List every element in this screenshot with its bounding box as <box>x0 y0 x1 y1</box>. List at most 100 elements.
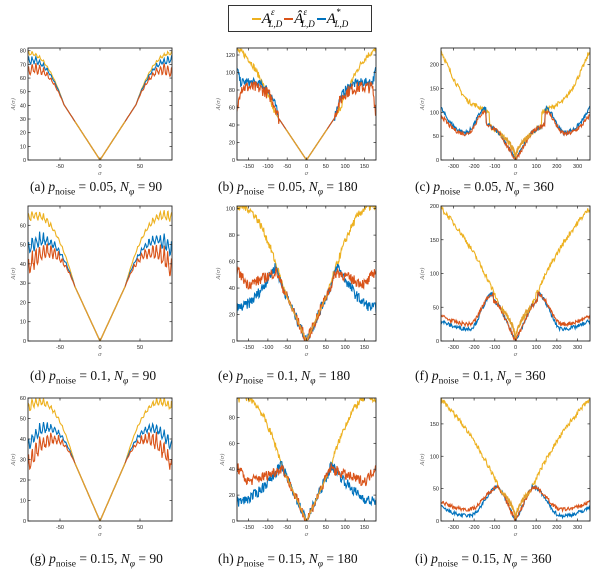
caption-prefix: (g) <box>30 551 50 566</box>
y-tick-label: 50 <box>433 305 439 311</box>
series-line-hat <box>28 243 172 341</box>
x-tick-label: 200 <box>552 345 561 351</box>
y-tick-label: 150 <box>430 87 439 93</box>
legend-entry-eps: AεL,D <box>251 7 283 29</box>
subplot-g: -50 0 50 0 10 20 30 40 50 60 σ A(σ) <box>10 396 173 538</box>
y-tick-label: 0 <box>436 158 439 164</box>
caption-c: (c) pnoise = 0.05, Nφ = 360 <box>415 179 554 198</box>
series-line-star <box>441 483 590 521</box>
series-line-vertex <box>74 120 126 160</box>
x-tick-label: 50 <box>137 525 143 531</box>
y-tick-label: 40 <box>229 123 235 129</box>
y-tick-label: 10 <box>20 144 26 150</box>
x-tick-label: 150 <box>360 525 369 531</box>
series-line-star <box>441 291 590 341</box>
legend: AεL,D ÂεL,D A*L,D <box>228 5 372 32</box>
caption-prefix: (f) <box>415 368 432 383</box>
legend-swatch-hat <box>284 17 294 20</box>
x-axis-label: σ <box>98 171 102 177</box>
caption-d: (d) pnoise = 0.1, Nφ = 90 <box>30 368 157 387</box>
x-tick-label: 300 <box>573 164 582 170</box>
y-tick-label: 40 <box>229 286 235 292</box>
x-tick-label: 0 <box>305 525 308 531</box>
x-tick-label: 300 <box>573 525 582 531</box>
x-tick-label: -200 <box>469 345 480 351</box>
caption-p-value: 0.15 <box>90 551 114 566</box>
y-tick-label: 10 <box>20 499 26 505</box>
x-tick-label: -50 <box>56 525 64 531</box>
x-tick-label: -300 <box>448 345 459 351</box>
series-line-eps <box>441 206 590 341</box>
x-tick-label: 50 <box>137 345 143 351</box>
x-tick-label: 0 <box>514 525 517 531</box>
y-tick-label: 80 <box>20 49 26 55</box>
caption-p-subscript: noise <box>55 187 76 198</box>
caption-n-symbol: N <box>308 179 318 194</box>
x-tick-label: -300 <box>448 164 459 170</box>
caption-a: (a) pnoise = 0.05, Nφ = 90 <box>30 179 163 198</box>
caption-p-symbol: p <box>431 368 439 383</box>
x-tick-label: 50 <box>323 164 329 170</box>
x-tick-label: -100 <box>262 164 273 170</box>
y-tick-label: 150 <box>430 238 439 244</box>
y-axis-label: A(σ) <box>419 98 426 111</box>
caption-p-symbol: p <box>433 179 441 194</box>
caption-p-subscript: noise <box>438 376 459 387</box>
series-line-hat <box>28 431 172 521</box>
x-tick-label: 100 <box>341 525 350 531</box>
caption-n-value: 90 <box>148 179 163 194</box>
legend-label-hat: Â <box>294 10 304 27</box>
caption-f: (f) pnoise = 0.1, Nφ = 360 <box>415 368 546 387</box>
legend-sub-eps: L,D <box>268 18 283 29</box>
x-axis-label: σ <box>98 352 102 358</box>
x-tick-label: 150 <box>360 164 369 170</box>
x-tick-label: 100 <box>532 345 541 351</box>
series-line-vertex <box>285 128 328 160</box>
subplot-b: -150 -100 -50 0 50 100 150 0 20 40 60 80 100 120 σ A(σ) <box>215 47 377 177</box>
caption-n-value: 360 <box>531 551 552 566</box>
x-tick-label: 0 <box>514 164 517 170</box>
legend-entry-hat: ÂεL,D <box>284 7 315 29</box>
series-line-hat <box>441 484 590 521</box>
series-line-star <box>28 231 172 341</box>
y-tick-label: 200 <box>430 63 439 69</box>
axes-box <box>440 397 591 522</box>
x-tick-label: 300 <box>573 345 582 351</box>
y-tick-label: 60 <box>20 76 26 82</box>
caption-prefix: (d) <box>30 368 50 383</box>
caption-p-subscript: noise <box>55 376 76 387</box>
caption-p-value: 0.15 <box>278 551 302 566</box>
x-tick-label: -50 <box>283 525 291 531</box>
y-tick-label: 120 <box>226 53 235 59</box>
caption-p-subscript: noise <box>243 559 264 570</box>
axes-box <box>440 47 591 161</box>
subplot-a: -50 0 50 0 10 20 30 40 50 60 70 80 σ A(σ) <box>10 47 173 177</box>
y-tick-label: 30 <box>20 281 26 287</box>
series-line-eps <box>441 50 590 160</box>
x-axis-label: σ <box>98 532 102 538</box>
caption-n-symbol: N <box>119 179 129 194</box>
series-line-vertex <box>500 489 532 520</box>
series-line-eps <box>28 398 172 521</box>
x-tick-label: 100 <box>532 164 541 170</box>
y-axis-label: A(σ) <box>10 267 17 280</box>
caption-prefix: (h) <box>218 551 238 566</box>
caption-p-symbol: p <box>236 368 244 383</box>
series-line-hat <box>441 109 590 160</box>
series-line-eps <box>28 209 172 341</box>
caption-p-subscript: noise <box>55 559 76 570</box>
x-tick-label: -50 <box>56 345 64 351</box>
caption-n-symbol: N <box>502 551 512 566</box>
caption-p-value: 0.05 <box>474 179 499 194</box>
legend-swatch-eps <box>251 17 261 20</box>
caption-g: (g) pnoise = 0.15, Nφ = 90 <box>30 551 163 570</box>
caption-n-symbol: N <box>113 368 123 383</box>
subplot-h: -150 -100 -50 0 50 100 150 0 20 40 60 80 σ A(σ) <box>219 397 377 538</box>
series-line-hat <box>237 80 376 160</box>
y-tick-label: 150 <box>430 422 439 428</box>
series-line-star <box>28 421 172 521</box>
axes-box <box>27 47 173 161</box>
y-tick-label: 60 <box>229 260 235 266</box>
x-tick-label: -150 <box>243 525 254 531</box>
